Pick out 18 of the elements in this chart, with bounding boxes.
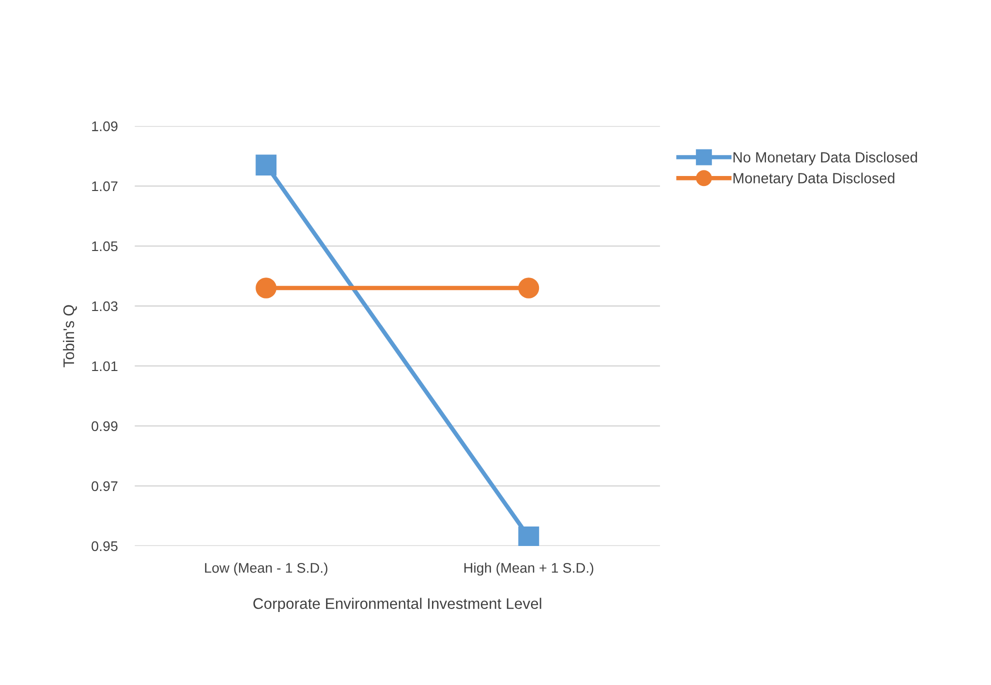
y-tick-label: 0.95	[92, 541, 118, 552]
point	[256, 154, 276, 176]
x-tick-label: Low (Mean - 1 S.D.)	[205, 562, 328, 576]
y-tick-label: 0.99	[92, 421, 118, 432]
y-tick-label: 1.05	[92, 241, 118, 252]
legend-label: Monetary Data Disclosed	[734, 172, 894, 186]
y-axis-title: Tobin's Q	[62, 305, 77, 368]
x-tick-label: High (Mean + 1 S.D.)	[464, 562, 594, 576]
point	[518, 526, 540, 546]
x-axis-title: Corporate Environmental Investment Level	[253, 598, 542, 612]
point	[256, 278, 276, 298]
y-tick-label: 1.03	[92, 301, 118, 312]
y-tick-label: 1.01	[92, 361, 118, 372]
y-tick-label: 1.09	[92, 121, 118, 132]
y-tick-label: 1.07	[92, 181, 118, 192]
point	[518, 278, 540, 298]
legend-label: No Monetary Data Disclosed	[734, 152, 918, 166]
y-tick-label: 0.97	[92, 481, 118, 492]
